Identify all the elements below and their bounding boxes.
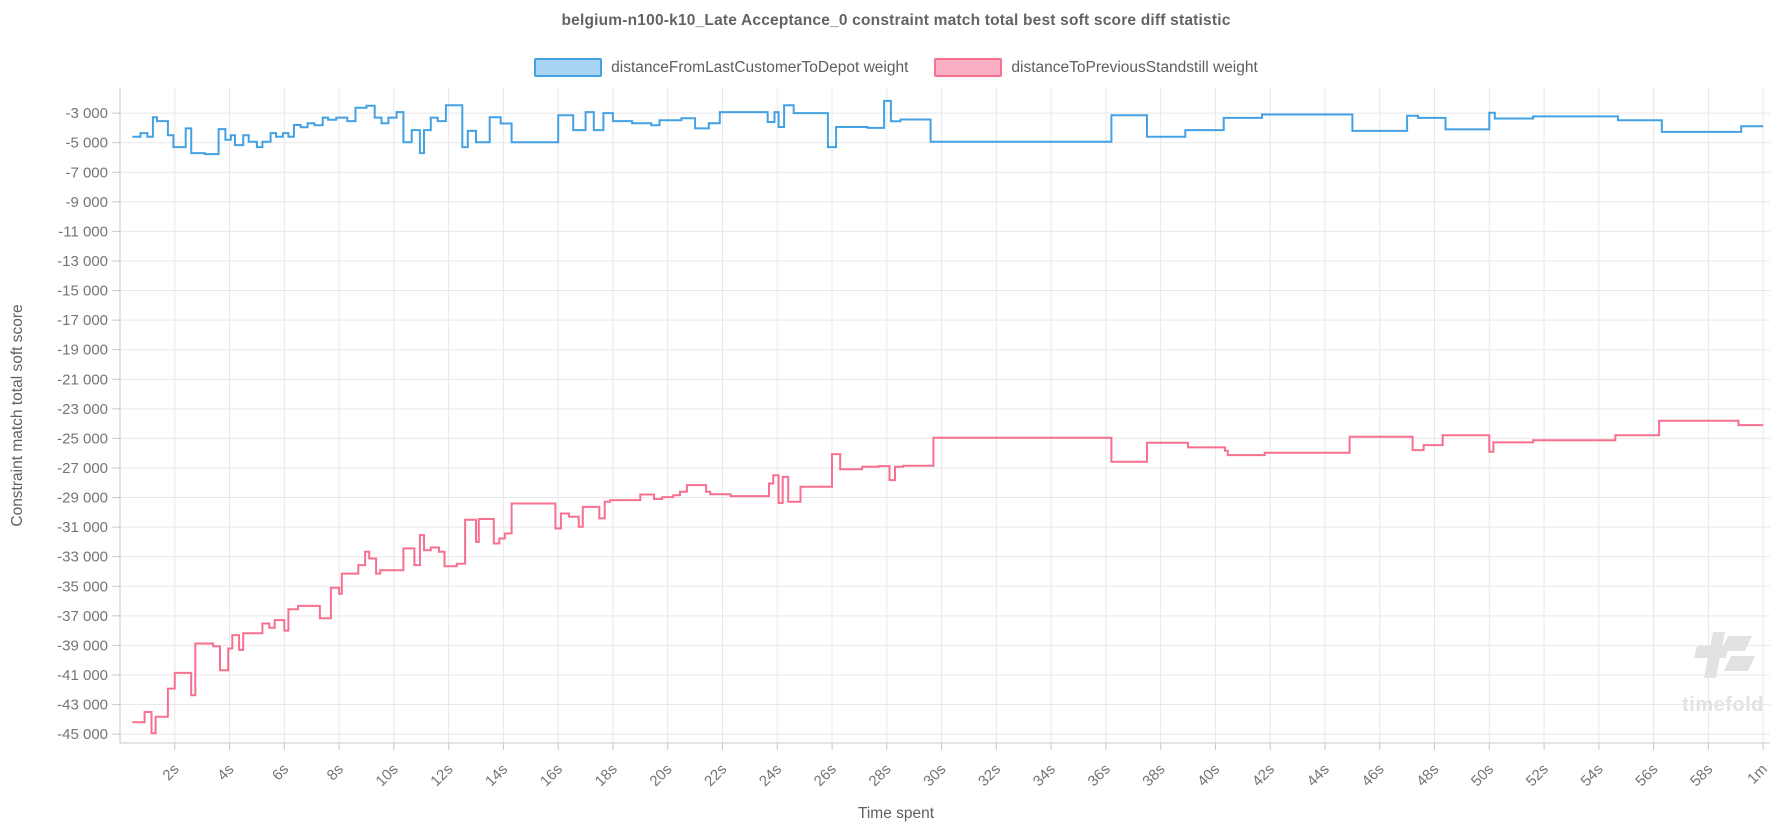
x-tick-label: 14s xyxy=(482,761,511,790)
x-tick-label: 42s xyxy=(1249,761,1278,790)
timefold-watermark-icon xyxy=(1694,632,1755,678)
x-tick-label: 56s xyxy=(1632,761,1661,790)
x-tick-label: 52s xyxy=(1523,761,1552,790)
x-tick-label: 1m xyxy=(1744,761,1771,788)
y-tick-label: -43 000 xyxy=(57,697,108,714)
x-tick-label: 26s xyxy=(811,761,840,790)
y-tick-label: -9 000 xyxy=(65,194,108,211)
y-tick-label: -17 000 xyxy=(57,312,108,329)
y-tick-label: -27 000 xyxy=(57,460,108,477)
y-tick-label: -3 000 xyxy=(65,105,108,122)
legend-swatch-blue-icon xyxy=(534,58,603,77)
x-tick-label: 28s xyxy=(866,761,895,790)
x-tick-label: 58s xyxy=(1687,761,1716,790)
y-tick-label: -37 000 xyxy=(57,608,108,625)
chart-title: belgium-n100-k10_Late Acceptance_0 const… xyxy=(561,12,1231,29)
y-tick-label: -41 000 xyxy=(57,667,108,684)
x-tick-label: 32s xyxy=(975,761,1004,790)
x-tick-label: 44s xyxy=(1304,761,1333,790)
y-tick-label: -39 000 xyxy=(57,637,108,654)
legend: distanceFromLastCustomerToDepot weight d… xyxy=(0,58,1792,77)
x-tick-label: 54s xyxy=(1578,761,1607,790)
y-tick-label: -19 000 xyxy=(57,342,108,359)
x-tick-label: 50s xyxy=(1468,761,1497,790)
y-tick-label: -25 000 xyxy=(57,430,108,447)
x-tick-label: 24s xyxy=(756,761,785,790)
x-tick-label: 8s xyxy=(324,761,347,784)
y-tick-label: -45 000 xyxy=(57,726,108,743)
y-tick-label: -31 000 xyxy=(57,519,108,536)
y-tick-label: -13 000 xyxy=(57,253,108,270)
y-tick-label: -11 000 xyxy=(58,223,108,240)
y-tick-label: -21 000 xyxy=(57,371,108,388)
x-tick-label: 48s xyxy=(1413,761,1442,790)
legend-item-distance-from-last-customer-to-depot[interactable]: distanceFromLastCustomerToDepot weight xyxy=(534,58,908,77)
x-tick-label: 16s xyxy=(537,761,566,790)
x-tick-label: 10s xyxy=(373,761,402,790)
x-tick-label: 2s xyxy=(159,761,182,784)
y-tick-label: -7 000 xyxy=(65,164,108,181)
x-tick-label: 20s xyxy=(646,761,675,790)
legend-label: distanceFromLastCustomerToDepot weight xyxy=(611,58,909,76)
x-tick-label: 36s xyxy=(1085,761,1114,790)
x-tick-label: 46s xyxy=(1358,761,1387,790)
x-tick-label: 38s xyxy=(1139,761,1168,790)
legend-item-distance-to-previous-standstill[interactable]: distanceToPreviousStandstill weight xyxy=(934,58,1258,77)
x-tick-label: 40s xyxy=(1194,761,1223,790)
y-tick-label: -35 000 xyxy=(57,578,108,595)
x-tick-label: 4s xyxy=(214,761,237,784)
x-tick-label: 18s xyxy=(592,761,621,790)
series-line-pink xyxy=(132,419,1764,735)
y-tick-label: -29 000 xyxy=(57,490,108,507)
y-axis-title: Constraint match total soft score xyxy=(9,304,26,526)
y-tick-label: -15 000 xyxy=(57,283,108,300)
x-tick-label: 12s xyxy=(427,761,456,790)
y-tick-label: -33 000 xyxy=(57,549,108,566)
legend-label: distanceToPreviousStandstill weight xyxy=(1011,58,1258,76)
series-line-blue xyxy=(132,99,1764,156)
x-tick-label: 34s xyxy=(1030,761,1059,790)
x-tick-label: 6s xyxy=(269,761,292,784)
legend-swatch-pink-icon xyxy=(934,58,1003,77)
y-tick-label: -5 000 xyxy=(65,135,108,152)
y-tick-label: -23 000 xyxy=(57,401,108,418)
x-axis-title: Time spent xyxy=(858,805,935,822)
x-tick-label: 22s xyxy=(701,761,730,790)
x-tick-label: 30s xyxy=(920,761,949,790)
watermark-text: timefold xyxy=(1682,694,1764,716)
